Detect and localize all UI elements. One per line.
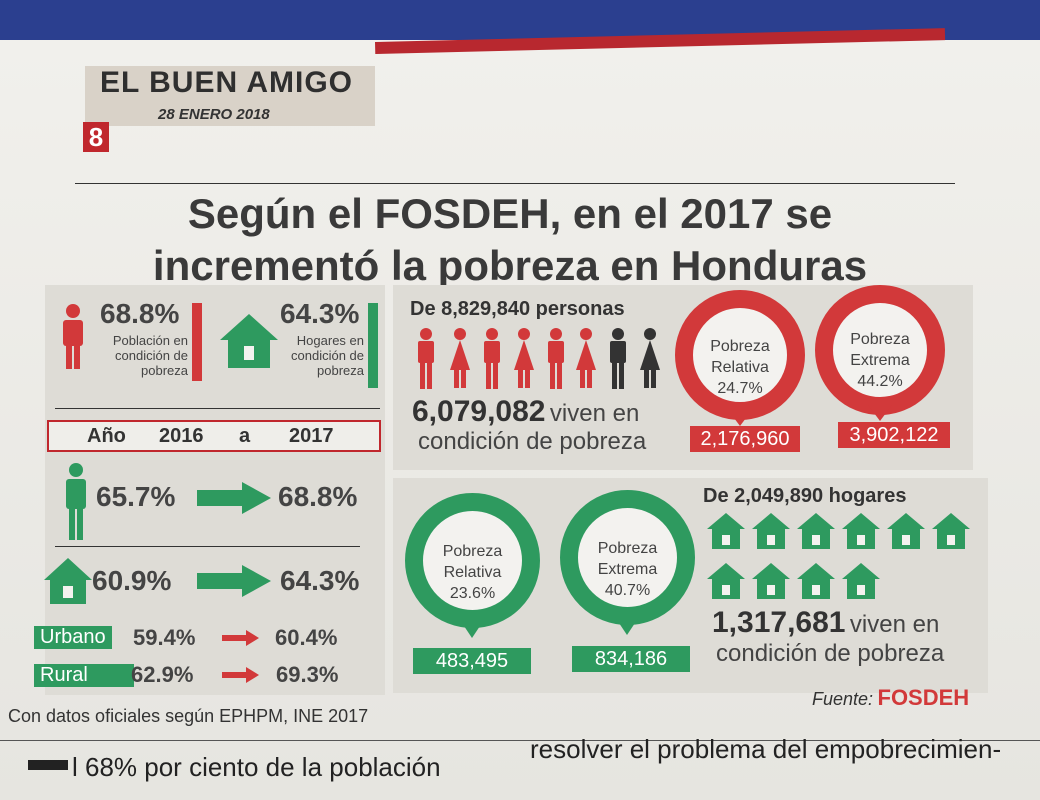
persons-count: 6,079,082 xyxy=(412,395,546,428)
arrow-right-icon xyxy=(197,482,271,514)
headline-line-1: Según el FOSDEH, en el 2017 se xyxy=(187,190,833,237)
rural-label: Rural xyxy=(34,664,134,687)
households-count: 1,317,681 xyxy=(712,606,846,639)
extreme-poverty-persons-marker: Pobreza Extrema 44.2% xyxy=(815,285,945,415)
year-label: Año xyxy=(87,425,126,447)
extreme-poverty-households-value: 834,186 xyxy=(572,646,690,672)
relative-poverty-persons-value: 2,176,960 xyxy=(690,426,800,452)
source-credit: Fuente: FOSDEH xyxy=(812,685,969,711)
person-trend-to: 68.8% xyxy=(278,481,358,512)
data-source-note: Con datos oficiales según EPHPM, INE 201… xyxy=(8,706,369,726)
relative-poverty-households-marker: Pobreza Relativa 23.6% xyxy=(405,493,540,628)
year-a: a xyxy=(239,425,251,447)
urban-from: 59.4% xyxy=(133,625,196,650)
person-green-icon xyxy=(66,463,86,540)
households-header: De 2,049,890 hogares xyxy=(703,485,907,507)
masthead-name: EL BUEN AMIGO xyxy=(100,66,354,99)
dropcap-block xyxy=(28,760,68,770)
person-trend-from: 65.7% xyxy=(96,481,176,512)
persons-header: De 8,829,840 personas xyxy=(410,298,625,320)
left-divider-2 xyxy=(55,546,360,547)
population-pct: 68.8% xyxy=(100,298,180,329)
relative-poverty-households-value: 483,495 xyxy=(413,648,531,674)
households-count-suffix: viven en xyxy=(849,611,940,638)
population-bar xyxy=(192,303,202,381)
left-divider-1 xyxy=(55,408,380,409)
households-pct: 64.3% xyxy=(280,298,360,329)
article-text-right: resolver el problema del empobrecimien- xyxy=(530,734,1002,764)
households-count-line2: condición de pobreza xyxy=(716,640,945,667)
page-number: 8 xyxy=(83,122,109,152)
masthead-box xyxy=(85,66,375,126)
article-text-left: l 68% por ciento de la población xyxy=(72,752,441,782)
marker-pin-tip xyxy=(728,410,752,426)
persons-count-suffix: viven en xyxy=(549,400,640,427)
extreme-poverty-households-marker: Pobreza Extrema 40.7% xyxy=(560,490,695,625)
marker-pin-tip xyxy=(615,617,639,635)
rural-from: 62.9% xyxy=(131,662,194,687)
people-icons-row xyxy=(418,328,660,389)
urban-to: 60.4% xyxy=(275,625,338,650)
year-to: 2017 xyxy=(289,425,334,447)
house-green-icon xyxy=(220,314,278,368)
masthead-date: 28 ENERO 2018 xyxy=(158,106,270,123)
year-range-box: Año 2016 a 2017 xyxy=(47,420,381,452)
relative-poverty-persons-marker: Pobreza Relativa 24.7% xyxy=(675,290,805,420)
rural-to: 69.3% xyxy=(276,662,339,687)
marker-pin-tip xyxy=(460,620,484,638)
arrow-right-icon xyxy=(197,565,271,597)
households-bar xyxy=(368,303,378,388)
population-caption: Población en condición de pobreza xyxy=(112,333,188,378)
house-trend-from: 60.9% xyxy=(92,565,172,596)
marker-pin-tip xyxy=(868,405,892,421)
person-red-icon xyxy=(63,304,83,369)
source-label: Fuente: xyxy=(812,689,874,709)
persons-count-line: 6,079,082 viven en xyxy=(412,395,639,429)
headline-line-2: incrementó la pobreza en Honduras xyxy=(152,242,868,289)
households-count-line: 1,317,681 viven en xyxy=(712,606,939,640)
year-from: 2016 xyxy=(159,425,204,447)
households-caption: Hogares en condición de pobreza xyxy=(291,333,364,378)
arrow-right-small-icon xyxy=(222,630,259,646)
houses-icons-grid xyxy=(707,513,970,599)
extreme-poverty-persons-value: 3,902,122 xyxy=(838,422,950,448)
house-trend-to: 64.3% xyxy=(280,565,360,596)
urban-label: Urbano xyxy=(34,626,112,649)
arrow-right-small-icon xyxy=(222,667,259,683)
headline-top-rule xyxy=(75,183,955,184)
source-brand: FOSDEH xyxy=(877,685,970,710)
persons-count-line2: condición de pobreza xyxy=(418,428,647,455)
headline: Según el FOSDEH, en el 2017 se increment… xyxy=(60,188,960,292)
footer-rule xyxy=(0,740,1040,741)
house-trend-icon xyxy=(44,558,92,604)
